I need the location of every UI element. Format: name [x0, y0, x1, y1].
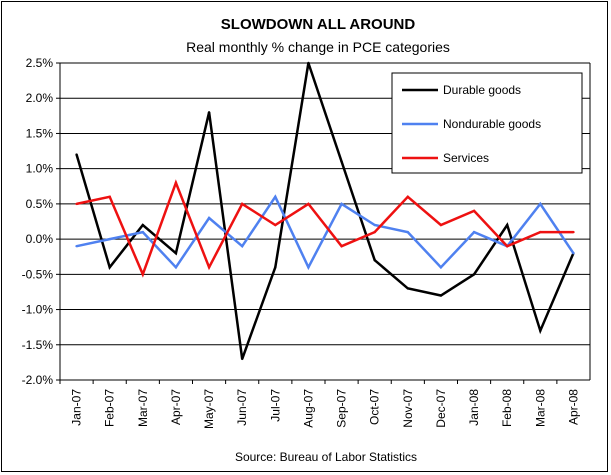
data-point	[108, 266, 111, 269]
x-tick-label: Jul-07	[268, 389, 282, 422]
data-point	[505, 244, 509, 248]
y-tick-label: 0.5%	[26, 197, 54, 211]
y-tick-label: -2.0%	[22, 373, 54, 387]
data-point	[539, 329, 542, 332]
data-point	[108, 237, 111, 241]
data-point	[539, 230, 542, 234]
data-point	[274, 223, 277, 227]
data-point	[406, 230, 410, 234]
x-tick-label: Jan-07	[70, 389, 84, 426]
y-tick-label: 1.0%	[26, 162, 54, 176]
data-point	[472, 273, 476, 276]
data-point	[207, 111, 211, 114]
x-tick-label: Jan-08	[467, 389, 481, 426]
data-point	[472, 230, 476, 234]
series-line-services	[76, 179, 574, 278]
y-tick-label: 2.5%	[26, 56, 54, 70]
data-point	[539, 202, 542, 206]
y-tick-label: -0.5%	[22, 267, 54, 281]
x-tick-label: Apr-08	[566, 389, 580, 425]
data-point	[240, 202, 244, 206]
data-point	[174, 252, 178, 255]
data-point	[439, 266, 443, 269]
series-line-durable-goods	[75, 62, 575, 360]
x-tick-label: Jun-07	[235, 389, 249, 426]
data-point	[240, 244, 244, 248]
y-tick-label: -1.5%	[22, 338, 54, 352]
legend-label: Services	[443, 151, 489, 165]
y-tick-label: 0.0%	[26, 232, 54, 246]
data-point	[307, 266, 310, 269]
data-point	[274, 266, 277, 269]
x-tick-label: Oct-07	[368, 389, 382, 425]
y-tick-label: -1.0%	[22, 303, 54, 317]
data-point	[75, 153, 78, 156]
legend: Durable goods Nondurable goods Services	[391, 72, 583, 174]
legend-label: Durable goods	[443, 83, 521, 97]
data-point	[373, 230, 376, 234]
data-point	[505, 223, 509, 227]
data-point	[174, 181, 178, 184]
data-point	[207, 266, 211, 269]
data-point	[340, 244, 343, 248]
x-tick-label: Apr-07	[169, 389, 183, 425]
x-tick-label: Nov-07	[401, 389, 415, 428]
x-tick-label: Sep-07	[335, 389, 349, 428]
source-note: Source: Bureau of Labor Statistics	[235, 450, 417, 464]
data-point	[307, 202, 310, 206]
data-point	[141, 223, 145, 227]
data-point	[406, 287, 410, 290]
chart-title: SLOWDOWN ALL AROUND	[221, 16, 416, 33]
x-axis: Jan-07 Feb-07 Mar-07 Apr-07 May-07 Jun-07 Jul-…	[59, 380, 580, 429]
data-point	[141, 230, 145, 234]
series-line-nondurable-goods	[76, 194, 575, 271]
data-point	[340, 202, 343, 206]
data-point	[141, 273, 145, 276]
y-tick-label: 1.5%	[26, 126, 54, 140]
data-point	[207, 216, 211, 220]
data-point	[75, 202, 78, 206]
data-point	[572, 252, 575, 255]
data-point	[75, 244, 78, 248]
legend-label: Nondurable goods	[443, 117, 541, 131]
x-tick-label: Aug-07	[301, 389, 315, 428]
data-point	[274, 195, 277, 199]
data-point	[406, 195, 410, 199]
y-axis: 2.5% 2.0% 1.5% 1.0% 0.5% 0.0% -0.5% -1.0% -1.5% -…	[22, 56, 591, 387]
data-point	[373, 223, 376, 227]
x-tick-label: Dec-07	[434, 389, 448, 428]
x-tick-label: Mar-07	[136, 389, 150, 427]
x-tick-label: Mar-08	[533, 389, 547, 427]
x-tick-label: Feb-07	[103, 389, 117, 427]
series-lines	[75, 61, 575, 361]
y-tick-label: 2.0%	[26, 91, 54, 105]
x-tick-label: May-07	[202, 389, 216, 429]
data-point	[373, 259, 376, 262]
data-point	[439, 223, 443, 227]
data-point	[108, 195, 111, 199]
data-point	[307, 61, 310, 65]
data-point	[572, 230, 575, 234]
data-point	[439, 294, 443, 297]
data-point	[472, 209, 476, 213]
chart-subtitle: Real monthly % change in PCE categories	[186, 39, 450, 55]
data-point	[174, 266, 178, 269]
data-point	[340, 160, 343, 163]
x-tick-label: Feb-08	[500, 389, 514, 427]
data-point	[240, 357, 244, 361]
